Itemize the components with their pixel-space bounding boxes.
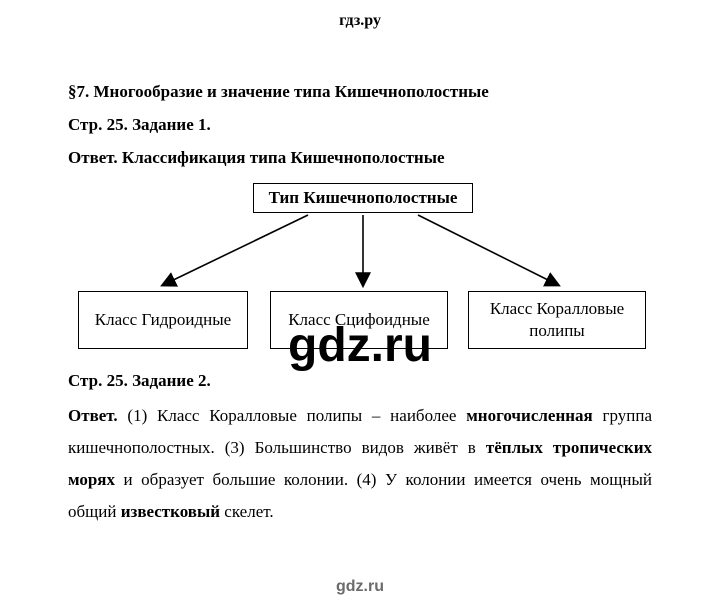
task1-line: Стр. 25. Задание 1. [68,111,652,140]
t-bold: многочисленная [466,406,593,425]
task1-answer-line: Ответ. Классификация типа Кишечнополостн… [68,144,652,173]
t [118,406,128,425]
answer-label: Ответ. [68,406,118,425]
t: скелет. [220,502,274,521]
t-bold: известковый [121,502,220,521]
diagram-root: Тип Кишечнополостные [253,183,473,213]
diagram-child-1: Класс Гидроидные [78,291,248,349]
diagram-child-2: Класс Сцифоидные [270,291,448,349]
task2-line: Стр. 25. Задание 2. [68,367,652,396]
site-header: гдз.ру [0,0,720,30]
classification-diagram: Тип Кишечнополостные Класс Гидроидные Кл… [68,183,652,353]
t: (1) Класс Коралловые полипы – наиболее [127,406,466,425]
document-body: §7. Многообразие и значение типа Кишечно… [0,30,720,529]
diagram-arrows [68,213,652,291]
site-name: гдз.ру [339,12,381,29]
diagram-child-3: Класс Коралловые полипы [468,291,646,349]
task2-answer: Ответ. (1) Класс Коралловые полипы – наи… [68,400,652,529]
section-title: §7. Многообразие и значение типа Кишечно… [68,78,652,107]
watermark-small: gdz.ru [0,578,720,596]
